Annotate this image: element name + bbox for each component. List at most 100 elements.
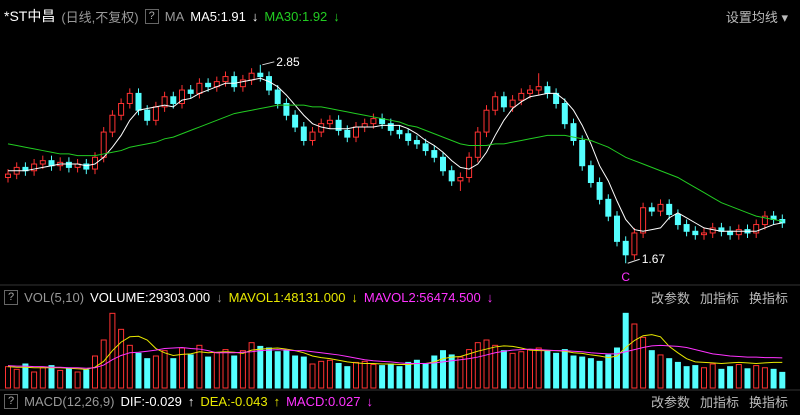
volume-bar	[22, 363, 29, 389]
volume-bar	[440, 350, 446, 389]
legend-item: MA30:1.92	[264, 8, 328, 24]
volume-bar	[135, 352, 142, 389]
toolbar-button[interactable]: 加指标	[699, 290, 739, 306]
candle-body	[274, 89, 281, 104]
volume-bar	[387, 363, 394, 389]
candle-body	[701, 232, 707, 236]
candle-body	[187, 89, 194, 94]
ma-label: MA	[164, 8, 185, 24]
candle-body	[135, 92, 142, 111]
volume-bar	[5, 366, 11, 389]
candle-body	[579, 139, 586, 167]
help[interactable]: ?	[4, 393, 19, 409]
volume-bar	[248, 342, 255, 389]
candle-body	[605, 198, 612, 217]
indicator-name: VOL(5,10)	[24, 289, 85, 305]
volume-bar	[144, 358, 151, 389]
candle-body	[500, 96, 507, 108]
volume-bar	[457, 356, 464, 389]
help[interactable]: ?	[144, 8, 159, 24]
toolbar-button[interactable]: 改参数	[650, 290, 690, 306]
candle-body	[631, 232, 638, 256]
volume-bar	[570, 355, 577, 389]
volume-bar	[761, 367, 768, 389]
volume-bar	[344, 366, 351, 389]
mavol-line	[7, 344, 783, 369]
toolbar-button[interactable]: 加指标	[699, 394, 739, 410]
volume-bar	[405, 361, 412, 389]
legend-item: MAVOL1:48131.000	[228, 289, 346, 305]
candle-body	[344, 129, 351, 138]
volume-bar	[92, 355, 98, 389]
candle-body	[483, 109, 490, 133]
volume-bar	[605, 354, 612, 389]
candle-body	[692, 230, 699, 236]
candle-body	[544, 86, 551, 94]
volume-bar	[300, 356, 307, 389]
price-header: *ST中昌 (日线,不复权) ? MA MA5:1.91 ↓ MA30:1.92 ↓ 设…	[4, 7, 794, 25]
volume-bar	[474, 342, 481, 389]
volume-bar	[413, 359, 420, 389]
volume-bar	[596, 360, 603, 389]
candle-body	[535, 86, 542, 91]
candle-body	[152, 106, 159, 121]
settings-button[interactable]: 设置均线 ▾	[725, 9, 788, 25]
candle-body	[222, 76, 229, 83]
volume-bar	[779, 371, 786, 389]
volume-bar	[614, 347, 620, 389]
volume-bar	[631, 323, 638, 389]
volume-bar	[74, 371, 81, 389]
volume-bar	[222, 349, 229, 389]
candle-body	[448, 170, 455, 182]
volume-bar	[274, 351, 281, 389]
candle-body	[118, 102, 125, 116]
candle-body	[683, 224, 690, 232]
period: (日线,不复权)	[61, 9, 139, 25]
volume-bar	[770, 368, 777, 389]
candle-body	[587, 165, 594, 184]
candle-body	[648, 207, 655, 212]
candle-body	[370, 118, 377, 125]
volume-bar	[735, 364, 742, 389]
volume-bar	[152, 355, 159, 389]
volume-bar	[266, 347, 272, 389]
volume-bar	[353, 361, 359, 389]
volume-bar	[326, 359, 333, 389]
volume-bar	[205, 356, 212, 389]
candle-body	[31, 163, 38, 172]
legend-arrow: ↓	[366, 393, 373, 409]
candle-body	[92, 156, 98, 170]
candle-body	[335, 119, 342, 131]
candle-body	[518, 92, 525, 101]
volume-bar	[283, 350, 290, 389]
candle-body	[405, 133, 412, 141]
candle-body	[457, 176, 464, 182]
candle-body	[561, 102, 568, 125]
candle-body	[396, 129, 403, 135]
candle-body	[205, 82, 212, 88]
candle-body	[326, 119, 333, 125]
toolbar-button[interactable]: 换指标	[748, 394, 788, 410]
candle-body	[413, 139, 420, 145]
candle-body	[422, 143, 429, 152]
help[interactable]: ?	[4, 289, 19, 305]
volume-bar	[370, 364, 377, 389]
candle-body	[753, 224, 760, 234]
mavol-line	[7, 334, 783, 370]
volume-bar	[674, 361, 681, 389]
volume-bar	[744, 368, 751, 389]
volume-bar	[518, 351, 525, 389]
toolbar-button[interactable]: 换指标	[748, 290, 788, 306]
candle-body	[570, 123, 577, 141]
candle-body	[596, 182, 603, 200]
volume-bar	[492, 344, 499, 389]
candle-body	[474, 131, 481, 158]
toolbar-button[interactable]: 改参数	[650, 394, 690, 410]
candle-body	[65, 161, 72, 168]
volume-bar	[257, 345, 264, 389]
volume-bar	[466, 349, 473, 389]
volume-bar	[196, 344, 203, 389]
legend-item: DIF:-0.029	[120, 393, 182, 409]
candle-body	[309, 131, 316, 141]
volume-bar	[126, 344, 133, 389]
